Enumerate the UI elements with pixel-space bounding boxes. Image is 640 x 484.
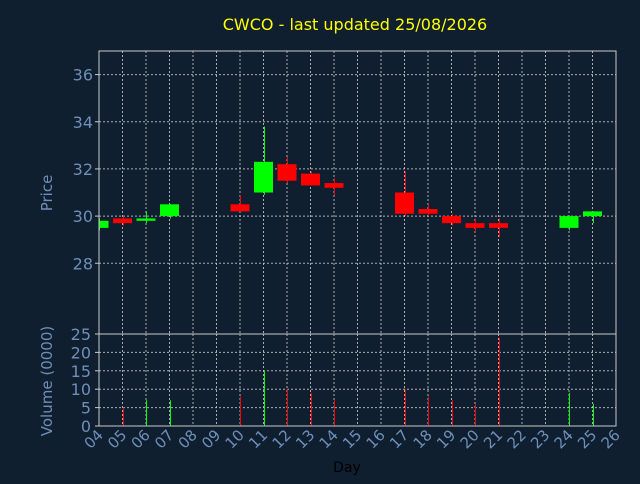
candle-body xyxy=(160,204,179,217)
x-tick-label: 08 xyxy=(175,426,201,452)
candles xyxy=(99,126,602,238)
x-tick-label: 23 xyxy=(527,426,553,452)
candle-body xyxy=(418,209,438,214)
x-tick-label: 09 xyxy=(198,426,224,452)
x-tick-label: 07 xyxy=(151,426,177,452)
x-tick-label: 24 xyxy=(551,426,577,452)
price-tick-label: 36 xyxy=(73,66,93,85)
candle-body xyxy=(254,161,273,193)
x-tick-label: 22 xyxy=(504,426,530,452)
volume-tick-label: 10 xyxy=(71,380,91,399)
x-tick-label: 15 xyxy=(339,426,365,452)
x-tick-label: 21 xyxy=(480,426,506,452)
price-tick-label: 28 xyxy=(73,254,93,273)
candle-body xyxy=(113,218,132,224)
x-tick-label: 25 xyxy=(574,426,600,452)
candle-body xyxy=(559,216,579,228)
volume-tick-label: 25 xyxy=(71,325,91,344)
price-tick-label: 32 xyxy=(73,160,93,179)
volume-tick-label: 20 xyxy=(71,343,91,362)
x-tick-label: 10 xyxy=(222,426,248,452)
volume-tick-label: 5 xyxy=(81,399,91,418)
x-tick-label: 13 xyxy=(292,426,318,452)
volume-axis-label: Volume (0000) xyxy=(38,326,56,436)
x-tick-label: 11 xyxy=(245,426,271,452)
chart-title: CWCO - last updated 25/08/2026 xyxy=(223,15,487,34)
candle-body xyxy=(583,211,602,217)
price-axis-label: Price xyxy=(38,175,56,212)
price-tick-label: 30 xyxy=(73,207,93,226)
x-tick-label: 20 xyxy=(457,426,483,452)
x-tick-label: 12 xyxy=(269,426,295,452)
volume-panel-frame xyxy=(98,333,617,427)
candle-body xyxy=(230,204,250,212)
x-tick-label: 19 xyxy=(433,426,459,452)
x-axis-label: Day xyxy=(333,460,361,476)
candle-body xyxy=(489,223,508,228)
x-tick-label: 06 xyxy=(128,426,154,452)
grid-lines xyxy=(98,51,617,427)
candle-body xyxy=(277,164,297,181)
x-tick-label: 17 xyxy=(386,426,412,452)
candle-body xyxy=(136,218,156,221)
price-tick-label: 34 xyxy=(73,113,93,132)
x-tick-label: 14 xyxy=(316,426,342,452)
candle-body xyxy=(442,216,461,224)
volume-tick-label: 0 xyxy=(81,417,91,436)
tick-labels: 2830323436051015202504050607080910111213… xyxy=(71,66,624,453)
candle-body xyxy=(99,220,109,228)
axes xyxy=(95,50,617,427)
x-tick-label: 05 xyxy=(104,426,130,452)
candle-body xyxy=(324,183,344,188)
volume-bars xyxy=(123,337,594,426)
volume-tick-label: 15 xyxy=(71,362,91,381)
candle-body xyxy=(395,192,414,214)
candle-body xyxy=(301,173,320,186)
x-tick-label: 18 xyxy=(410,426,436,452)
candle-body xyxy=(465,223,485,228)
x-tick-label: 16 xyxy=(363,426,389,452)
x-tick-label: 26 xyxy=(598,426,624,452)
